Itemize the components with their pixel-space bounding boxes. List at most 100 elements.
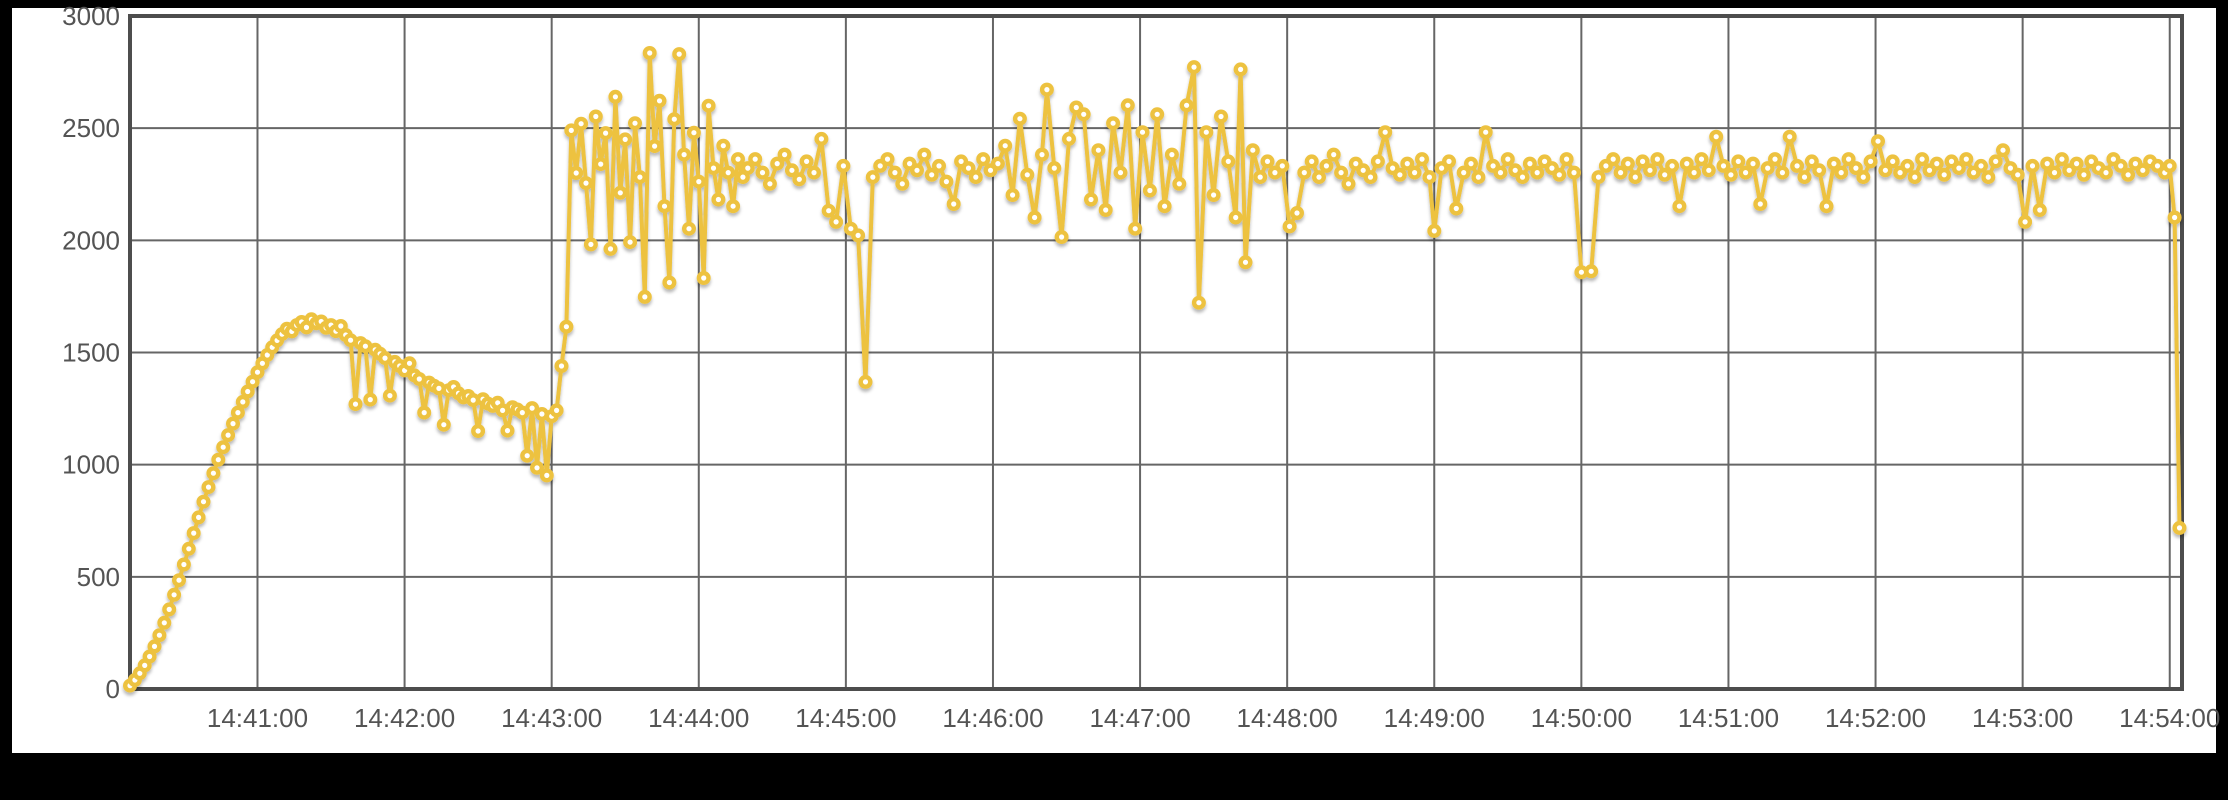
data-point[interactable] xyxy=(1106,116,1121,131)
data-point[interactable] xyxy=(1213,109,1228,124)
data-point[interactable] xyxy=(171,573,186,588)
data-point[interactable] xyxy=(2069,156,2084,171)
data-point[interactable] xyxy=(851,228,866,243)
data-point[interactable] xyxy=(1304,154,1319,169)
data-point[interactable] xyxy=(1738,165,1753,180)
data-point[interactable] xyxy=(1407,165,1422,180)
data-point[interactable] xyxy=(569,165,584,180)
data-point[interactable] xyxy=(1164,147,1179,162)
data-point[interactable] xyxy=(1228,210,1243,225)
data-point[interactable] xyxy=(1157,199,1172,214)
data-point[interactable] xyxy=(1334,165,1349,180)
data-point[interactable] xyxy=(1034,147,1049,162)
data-point[interactable] xyxy=(968,170,983,185)
data-point[interactable] xyxy=(520,448,535,463)
data-point[interactable] xyxy=(2054,152,2069,167)
data-point[interactable] xyxy=(998,138,1013,153)
data-point[interactable] xyxy=(363,392,378,407)
data-point[interactable] xyxy=(961,161,976,176)
data-point[interactable] xyxy=(1456,165,1471,180)
data-point[interactable] xyxy=(1142,183,1157,198)
data-point[interactable] xyxy=(186,526,201,541)
data-point[interactable] xyxy=(1870,134,1885,149)
data-point[interactable] xyxy=(1515,170,1530,185)
data-point[interactable] xyxy=(932,158,947,173)
data-point[interactable] xyxy=(895,176,910,191)
data-point[interactable] xyxy=(1297,165,1312,180)
data-point[interactable] xyxy=(211,452,226,467)
data-point[interactable] xyxy=(2032,202,2047,217)
data-point[interactable] xyxy=(2135,163,2150,178)
data-point[interactable] xyxy=(731,152,746,167)
data-point[interactable] xyxy=(1665,158,1680,173)
data-point[interactable] xyxy=(588,109,603,124)
data-point[interactable] xyxy=(1245,143,1260,158)
data-point[interactable] xyxy=(726,199,741,214)
data-point[interactable] xyxy=(1731,154,1746,169)
data-point[interactable] xyxy=(593,157,608,172)
data-point[interactable] xyxy=(525,401,540,416)
data-point[interactable] xyxy=(1566,165,1581,180)
data-point[interactable] xyxy=(755,165,770,180)
data-point[interactable] xyxy=(706,161,721,176)
data-point[interactable] xyxy=(1819,199,1834,214)
data-point[interactable] xyxy=(632,170,647,185)
data-point[interactable] xyxy=(1915,152,1930,167)
data-series[interactable] xyxy=(122,46,2187,693)
data-point[interactable] xyxy=(2162,158,2177,173)
data-point[interactable] xyxy=(2172,520,2187,535)
data-point[interactable] xyxy=(1679,156,1694,171)
data-point[interactable] xyxy=(1826,156,1841,171)
data-point[interactable] xyxy=(196,494,211,509)
data-point[interactable] xyxy=(471,424,486,439)
data-point[interactable] xyxy=(623,235,638,250)
data-point[interactable] xyxy=(1172,176,1187,191)
data-point[interactable] xyxy=(1221,154,1236,169)
data-point[interactable] xyxy=(598,126,613,141)
data-point[interactable] xyxy=(2010,167,2025,182)
data-point[interactable] xyxy=(554,359,569,374)
data-point[interactable] xyxy=(1694,152,1709,167)
data-point[interactable] xyxy=(436,417,451,432)
data-point[interactable] xyxy=(1253,170,1268,185)
data-point[interactable] xyxy=(1687,165,1702,180)
data-point[interactable] xyxy=(740,161,755,176)
data-point[interactable] xyxy=(637,289,652,304)
data-point[interactable] xyxy=(1150,107,1165,122)
data-point[interactable] xyxy=(628,116,643,131)
data-point[interactable] xyxy=(748,152,763,167)
data-point[interactable] xyxy=(1061,131,1076,146)
data-point[interactable] xyxy=(1812,163,1827,178)
data-point[interactable] xyxy=(917,147,932,162)
data-point[interactable] xyxy=(1463,156,1478,171)
data-point[interactable] xyxy=(1378,125,1393,140)
data-point[interactable] xyxy=(858,374,873,389)
data-point[interactable] xyxy=(1370,154,1385,169)
data-point[interactable] xyxy=(777,147,792,162)
data-point[interactable] xyxy=(1797,170,1812,185)
data-point[interactable] xyxy=(1012,111,1027,126)
data-point[interactable] xyxy=(1848,161,1863,176)
data-point[interactable] xyxy=(157,615,172,630)
data-point[interactable] xyxy=(147,639,162,654)
data-point[interactable] xyxy=(1834,165,1849,180)
data-point[interactable] xyxy=(417,405,432,420)
data-point[interactable] xyxy=(1441,154,1456,169)
data-point[interactable] xyxy=(784,163,799,178)
data-point[interactable] xyxy=(382,388,397,403)
data-point[interactable] xyxy=(1559,152,1574,167)
data-point[interactable] xyxy=(990,156,1005,171)
data-point[interactable] xyxy=(1083,192,1098,207)
data-point[interactable] xyxy=(549,403,564,418)
data-point[interactable] xyxy=(1863,154,1878,169)
data-point[interactable] xyxy=(1657,167,1672,182)
data-point[interactable] xyxy=(1650,152,1665,167)
data-point[interactable] xyxy=(618,132,633,147)
data-point[interactable] xyxy=(1929,156,1944,171)
data-point[interactable] xyxy=(1363,170,1378,185)
data-point[interactable] xyxy=(1937,167,1952,182)
data-point[interactable] xyxy=(603,241,618,256)
data-point[interactable] xyxy=(1552,167,1567,182)
data-point[interactable] xyxy=(1973,158,1988,173)
data-point[interactable] xyxy=(1591,170,1606,185)
